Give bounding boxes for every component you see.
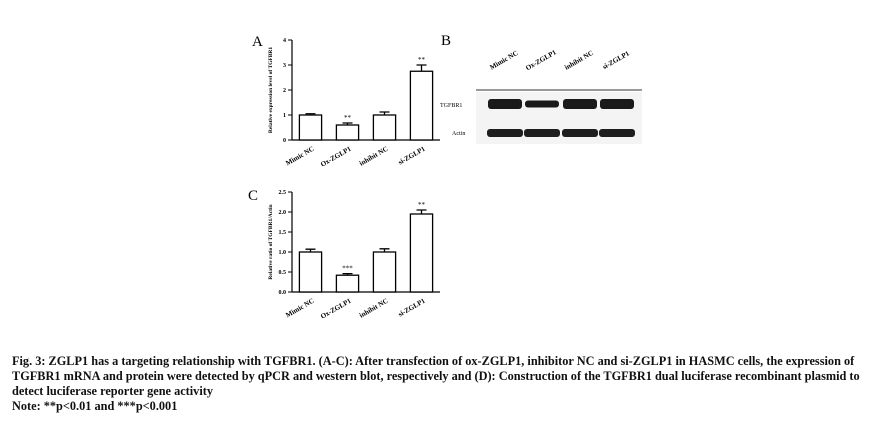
error-bar: [305, 248, 316, 252]
bar: [409, 70, 434, 141]
caption-note: Note: **p<0.01 and ***p<0.001: [12, 399, 178, 413]
y-tick-label: 2: [283, 88, 286, 94]
bar: [298, 251, 323, 293]
x-tick-label: Mimic NC: [284, 145, 315, 168]
panel-label: C: [248, 188, 258, 204]
y-tick-label: 1.5: [279, 230, 287, 236]
lane-label: inhibit NC: [563, 49, 594, 72]
panel-label: B: [441, 33, 451, 49]
y-tick-label: 2.0: [279, 210, 287, 216]
y-axis-label: Relative ratio of TGFBR1/Actin: [268, 204, 274, 279]
lane-label: si-ZGLP1: [601, 49, 631, 71]
panel-label: A: [252, 34, 263, 50]
y-tick-label: 2.5: [279, 190, 287, 196]
bar: [409, 213, 434, 293]
significance-label: **: [418, 201, 426, 209]
y-tick-label: 0.5: [279, 270, 287, 276]
band: [488, 99, 522, 109]
error-bar: [379, 248, 390, 252]
error-bar: [342, 272, 353, 276]
band: [487, 129, 523, 137]
band: [599, 129, 635, 137]
x-tick-label: inhibit NC: [358, 145, 389, 168]
y-tick-label: 1: [283, 113, 286, 119]
y-tick-label: 1.0: [279, 250, 287, 256]
significance-label: ***: [342, 265, 353, 273]
lane-label: Mimic NC: [488, 49, 519, 72]
error-bar: [416, 64, 427, 72]
x-tick-label: Ox-ZGLP1: [319, 297, 353, 321]
error-bar: [416, 209, 427, 214]
bar: [372, 251, 397, 293]
bar: [335, 274, 360, 293]
error-bar: [305, 113, 316, 115]
y-tick-label: 0.0: [279, 290, 287, 296]
significance-label: **: [344, 114, 352, 122]
bar: [372, 114, 397, 141]
band: [600, 99, 634, 109]
band: [562, 129, 598, 137]
x-tick-label: si-ZGLP1: [397, 145, 427, 167]
x-tick-label: Mimic NC: [284, 297, 315, 320]
significance-label: **: [418, 56, 426, 64]
y-tick-label: 4: [283, 38, 286, 44]
y-tick-label: 3: [283, 63, 286, 69]
row-label: TGFBR1: [440, 103, 462, 109]
bar: [335, 124, 360, 141]
figure: B A Relative expression level of TGFBR1 0 1…: [248, 33, 642, 321]
x-tick-label: Ox-ZGLP1: [319, 145, 353, 169]
band: [525, 100, 559, 108]
bar: [298, 114, 323, 141]
x-tick-label: si-ZGLP1: [397, 297, 427, 319]
error-bar: [379, 111, 390, 115]
caption-title: Fig. 3: ZGLP1 has a targeting relationsh…: [12, 354, 860, 398]
caption: Fig. 3: ZGLP1 has a targeting relationsh…: [12, 354, 880, 414]
x-tick-label: inhibit NC: [358, 297, 389, 320]
y-axis-label: Relative expression level of TGFBR1: [268, 47, 274, 134]
band: [563, 99, 597, 109]
lane-label: Ox-ZGLP1: [524, 48, 558, 72]
band: [524, 129, 560, 137]
y-tick-label: 0: [283, 138, 286, 144]
error-bar: [342, 122, 353, 125]
row-label: Actin: [452, 131, 465, 137]
